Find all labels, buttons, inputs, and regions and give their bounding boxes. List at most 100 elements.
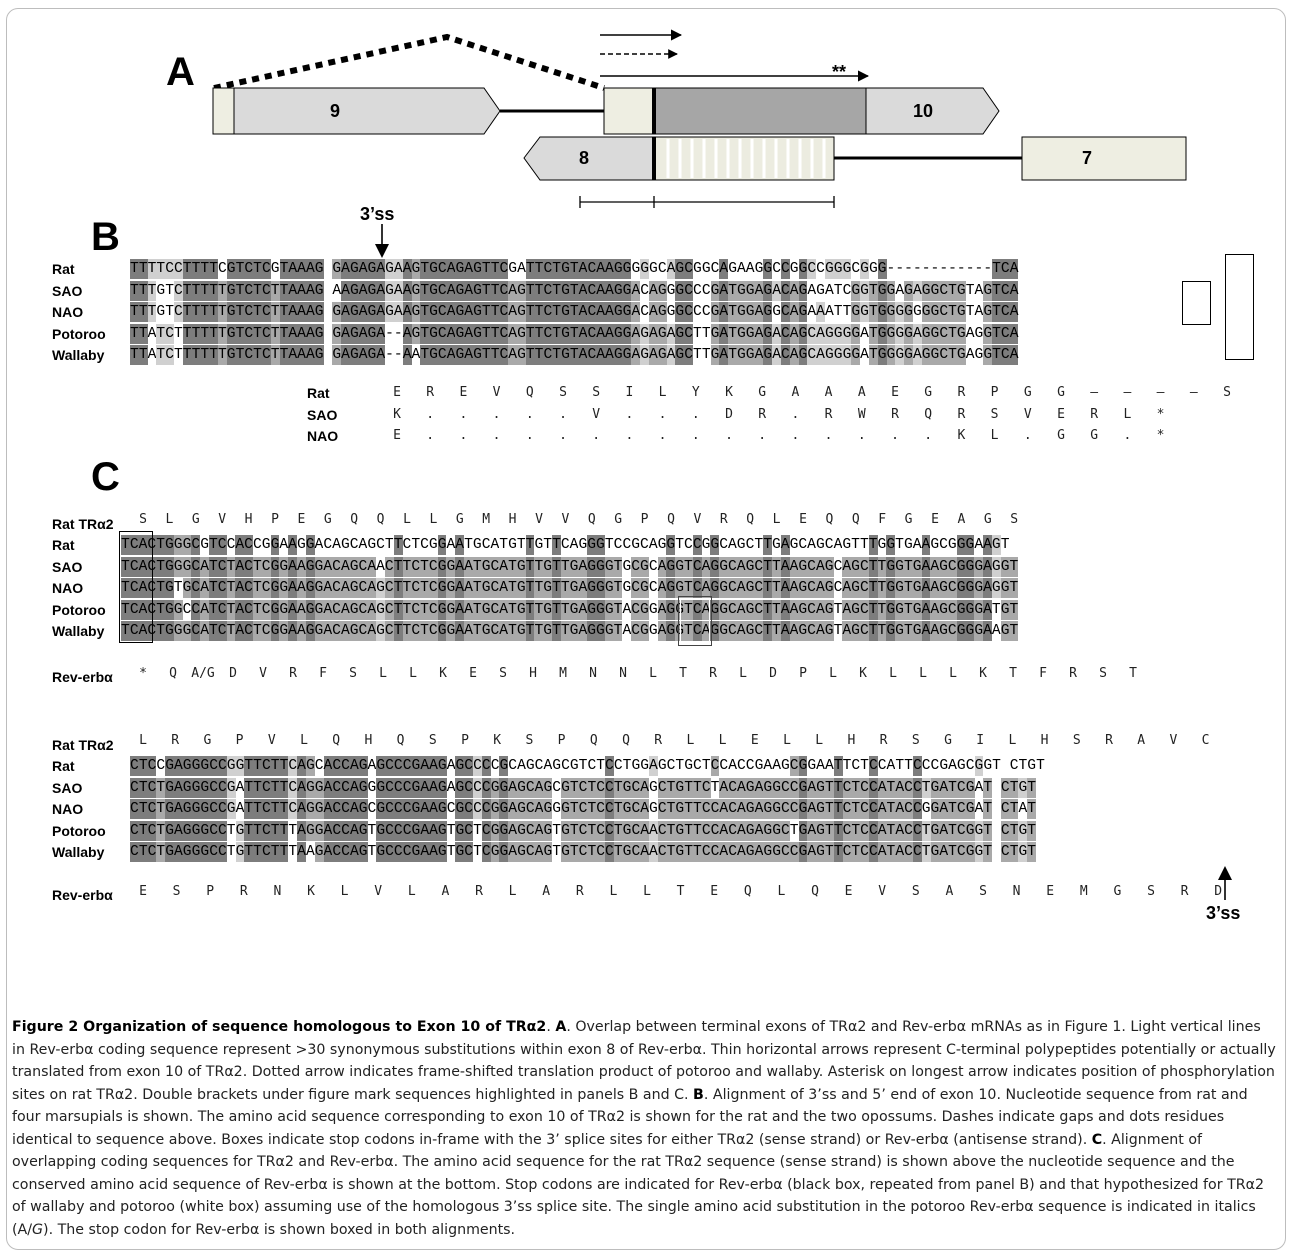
amino-acid: L: [1008, 733, 1017, 748]
amino-acid: –: [1090, 385, 1099, 400]
amino-acid: Y: [691, 385, 700, 400]
c1-sequence-row: TCACTGGGCATCTACTCGGAAGGACAGCAGCTTCTCGGAA…: [121, 621, 1019, 641]
amino-acid: .: [625, 406, 634, 422]
amino-acid: L: [829, 666, 837, 681]
exon10-utr: [603, 87, 655, 135]
c1-sequence-row: TCACTGGCCATCTACTCGGAAGGACAGCAGCTTCTCGGAA…: [121, 599, 1019, 620]
amino-acid: F: [1039, 666, 1047, 681]
amino-acid: M: [1079, 884, 1088, 899]
amino-acid: –: [1123, 385, 1132, 400]
amino-acid: L: [407, 884, 416, 899]
amino-acid: S: [990, 406, 999, 422]
stop-codon-box-rev-erb-c: [119, 531, 153, 643]
amino-acid: .: [426, 428, 435, 443]
amino-acid: R: [879, 733, 888, 748]
amino-acid: V: [218, 512, 227, 527]
amino-acid: L: [739, 666, 747, 681]
amino-acid: L: [919, 666, 927, 681]
exon10-overlap: [653, 87, 867, 135]
amino-acid: S: [911, 884, 920, 899]
c2-sequence-row: CTCTGAGGGCCGATTCTTCAGGACCAGGGCCCGAAGAGCC…: [130, 777, 1037, 798]
amino-acid: .: [924, 428, 933, 443]
amino-acid: .: [691, 406, 700, 422]
amino-acid: S: [911, 733, 920, 748]
amino-acid: A: [791, 385, 800, 400]
amino-acid: S: [172, 884, 181, 899]
amino-acid: R: [1105, 733, 1113, 748]
amino-acid: .: [1123, 428, 1132, 443]
c1-sequence-row: TCACTGGGCGTCCACCGGAAGGACAGCAGCTTCTCGGAAT…: [121, 535, 1010, 555]
amino-acid: I: [976, 733, 985, 748]
b-species-label: NAO: [52, 304, 84, 320]
b-species-label: Wallaby: [52, 347, 105, 363]
double-bracket: [579, 196, 835, 208]
amino-acid: .: [525, 406, 534, 422]
amino-acid: H: [847, 733, 856, 748]
amino-acid: E: [799, 512, 807, 527]
amino-acid: W: [857, 406, 866, 422]
amino-acid: A/G: [191, 666, 215, 681]
amino-acid: .: [592, 428, 601, 443]
amino-acid: Q: [811, 884, 819, 899]
amino-acid: L: [815, 733, 824, 748]
splice-dotted-line: [213, 33, 605, 91]
amino-acid: V: [259, 666, 267, 681]
amino-acid: P: [461, 733, 469, 748]
amino-acid: R: [475, 884, 483, 899]
panel-b-label: B: [91, 215, 120, 259]
c1-species-label: Wallaby: [52, 623, 105, 639]
amino-acid: P: [557, 733, 566, 748]
amino-acid: V: [693, 512, 702, 527]
b-species-label: Rat: [52, 261, 75, 277]
amino-acid: Q: [851, 512, 860, 527]
exon9-utr: [212, 87, 235, 135]
amino-acid: E: [891, 385, 899, 400]
amino-acid: G: [1023, 385, 1032, 400]
b-sequence-row: TTTTCCTTTTCGTCTCGTAAAG GAGAGAGAAGTGCAGAG…: [130, 259, 1019, 279]
amino-acid: Q: [825, 512, 834, 527]
amino-acid: H: [244, 512, 253, 527]
amino-acid: V: [1023, 406, 1032, 422]
amino-acid: G: [1057, 428, 1065, 443]
b-aa-species-label: NAO: [307, 428, 339, 444]
b-sequence-row: TTTGTCTTTTTGTCTCTTAAAG AAGAGAGAAGTGCAGAG…: [130, 280, 1019, 301]
amino-acid: .: [559, 428, 567, 443]
amino-acid: E: [710, 884, 719, 899]
amino-acid: M: [559, 666, 567, 681]
amino-acid: .: [559, 406, 567, 422]
amino-acid: E: [393, 385, 401, 400]
c2-species-label: Wallaby: [52, 844, 105, 860]
amino-acid: R: [1180, 884, 1189, 899]
amino-acid: L: [783, 733, 791, 748]
amino-acid: L: [718, 733, 727, 748]
amino-acid: G: [758, 385, 767, 400]
amino-acid: R: [824, 406, 833, 422]
amino-acid: R: [1090, 406, 1099, 422]
three-prime-ss-label-c: 3’ss: [1206, 903, 1241, 923]
amino-acid: G: [203, 733, 212, 748]
amino-acid: A: [441, 884, 450, 899]
panel-a-diagram: [212, 29, 1187, 208]
panel-a-label: A: [166, 50, 195, 94]
amino-acid: D: [769, 666, 777, 681]
amino-acid: L: [508, 884, 517, 899]
amino-acid: .: [791, 428, 800, 443]
amino-acid: Q: [924, 406, 933, 422]
amino-acid: L: [300, 733, 308, 748]
amino-acid: L: [889, 666, 897, 681]
exon8-label: 8: [579, 148, 590, 168]
amino-acid: G: [924, 385, 933, 400]
amino-acid: I: [625, 385, 634, 400]
hypothesized-stop-box-marsupials: [678, 596, 712, 646]
c1-rat-tra2-label: Rat TRα2: [52, 516, 114, 532]
amino-acid: R: [426, 385, 435, 400]
amino-acid: S: [525, 733, 534, 748]
amino-acid: S: [1147, 884, 1155, 899]
amino-acid: K: [393, 406, 401, 422]
c1-species-label: Potoroo: [52, 601, 106, 618]
amino-acid: D: [229, 666, 237, 681]
amino-acid: R: [289, 666, 297, 681]
amino-acid: R: [957, 406, 966, 422]
c2-sequence-row: CTCCGAGGGCCGGTTCTTCAGCACCAGAGCCCGAAGAGCC…: [130, 756, 1045, 776]
